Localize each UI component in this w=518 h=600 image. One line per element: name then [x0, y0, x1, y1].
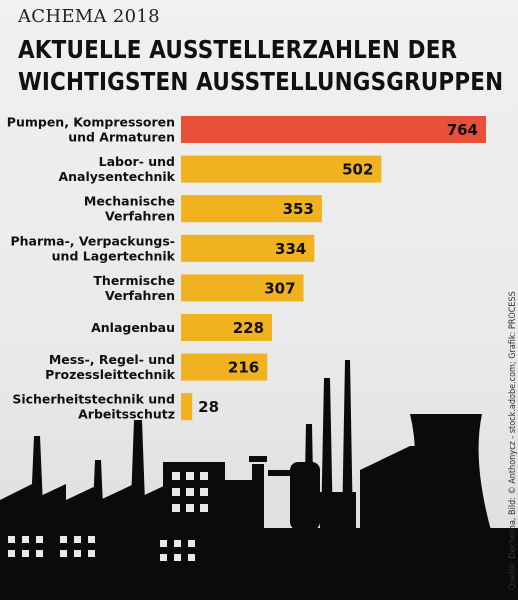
bar	[181, 234, 315, 262]
bar	[181, 314, 273, 341]
bar	[181, 274, 304, 302]
bar-category-label: Labor- und	[99, 154, 175, 169]
bar-value-label: 28	[198, 398, 219, 416]
bar-value-label: 307	[264, 279, 295, 297]
bar-category-label: Anlagenbau	[91, 320, 175, 335]
bar	[181, 155, 382, 183]
bar	[181, 116, 486, 143]
bar	[181, 353, 268, 381]
chart-title-line-1: AKTUELLE AUSSTELLERZAHLEN DER	[18, 35, 458, 64]
chart-title-line-2: WICHTIGSTEN AUSSTELLUNGSGRUPPEN	[18, 67, 504, 96]
bar-category-label: Mechanische	[84, 194, 175, 209]
bar-value-label: 334	[275, 240, 306, 258]
bar-category-label: Mess-, Regel- und	[49, 352, 175, 367]
bar-value-label: 502	[342, 161, 373, 179]
bar-value-label: 228	[233, 319, 264, 337]
bar-category-label: und Armaturen	[68, 130, 175, 145]
bar-value-label: 216	[228, 359, 259, 377]
kicker-event-name: ACHEMA 2018	[18, 6, 160, 27]
bar-category-label: Arbeitsschutz	[78, 407, 175, 422]
bar-category-label: und Lagertechnik	[52, 248, 176, 263]
bar-category-label: Verfahren	[105, 288, 175, 303]
bar-category-label: Prozessleittechnik	[45, 367, 176, 382]
source-credit: Quelle: Dechema, Bild: © Anthonycz - sto…	[508, 291, 518, 590]
bar-category-label: Verfahren	[105, 209, 175, 224]
bar-category-label: Pumpen, Kompressoren	[7, 115, 175, 130]
bar-group: Anlagenbau 228	[91, 314, 273, 341]
chart-title: AKTUELLE AUSSTELLERZAHLEN DER WICHTIGSTE…	[18, 34, 504, 98]
bar-category-label: Sicherheitstechnik und	[12, 392, 175, 407]
bar-value-label: 764	[447, 121, 478, 139]
bar	[181, 195, 322, 223]
bar-category-label: Pharma-, Verpackungs-	[10, 233, 175, 248]
bar	[181, 393, 193, 421]
bar-category-label: Analysentechnik	[58, 169, 175, 184]
bar-value-label: 353	[283, 200, 314, 218]
bar-group: Pharma-, Verpackungs-und Lagertechnik 334	[10, 233, 315, 263]
bar-category-label: Thermische	[93, 273, 175, 288]
